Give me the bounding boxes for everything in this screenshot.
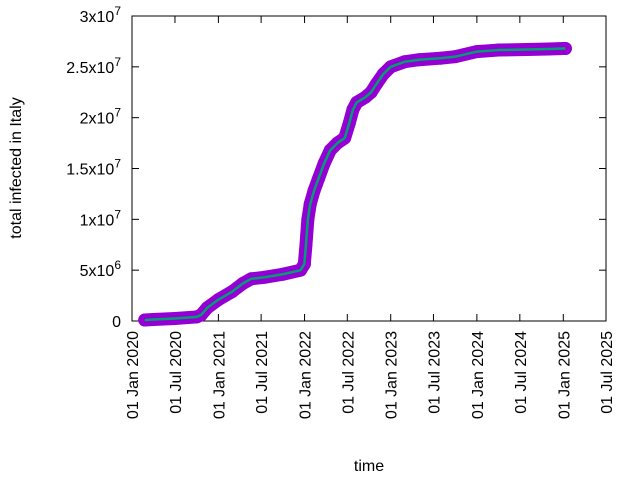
x-axis-label: time (354, 458, 384, 475)
x-tick-label: 01 Jan 2020 (125, 331, 142, 419)
x-tick-label: 01 Jul 2020 (168, 331, 185, 414)
y-tick-label: 3x107 (80, 4, 122, 26)
y-tick-label: 5x106 (80, 258, 122, 280)
x-tick-label: 01 Jan 2025 (556, 331, 573, 419)
x-tick-label: 01 Jul 2024 (513, 331, 530, 414)
x-tick-label: 01 Jul 2022 (340, 331, 357, 414)
series-marker-band (138, 42, 572, 327)
x-tick-label: 01 Jul 2021 (254, 331, 271, 414)
series-line (144, 47, 566, 322)
y-tick-label: 1.5x107 (66, 157, 121, 179)
x-tick-label: 01 Jan 2022 (298, 331, 315, 419)
x-tick-label: 01 Jan 2023 (384, 331, 401, 419)
plot-frame (131, 15, 607, 322)
y-tick-label: 1x107 (80, 207, 122, 229)
x-tick-label: 01 Jul 2023 (426, 331, 443, 414)
y-tick-label: 0 (112, 314, 121, 331)
y-tick-label: 2x107 (80, 106, 122, 128)
y-tick-label: 2.5x107 (66, 55, 121, 77)
x-tick-label: 01 Jul 2025 (599, 331, 616, 414)
x-tick-label: 01 Jan 2024 (470, 331, 487, 419)
x-tick-label: 01 Jan 2021 (211, 331, 228, 419)
y-axis-label: total infected in Italy (8, 97, 25, 238)
